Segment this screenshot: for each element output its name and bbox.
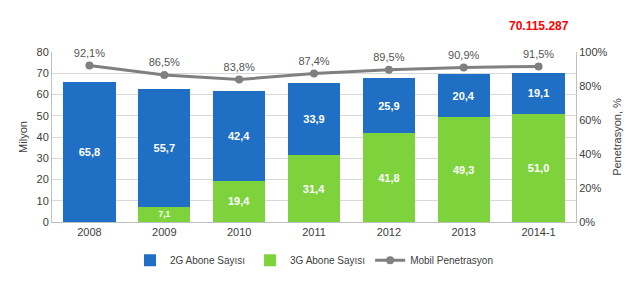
svg-text:87,4%: 87,4% xyxy=(298,55,329,67)
svg-text:Mobil Penetrasyon: Mobil Penetrasyon xyxy=(410,255,493,266)
svg-text:2009: 2009 xyxy=(152,226,176,238)
svg-text:2012: 2012 xyxy=(377,226,401,238)
svg-text:86,5%: 86,5% xyxy=(149,56,180,68)
svg-text:70: 70 xyxy=(37,67,49,79)
svg-text:30: 30 xyxy=(37,152,49,164)
svg-text:20: 20 xyxy=(37,173,49,185)
svg-text:92,1%: 92,1% xyxy=(74,47,105,59)
svg-text:60: 60 xyxy=(37,88,49,100)
svg-text:2G Abone Sayısı: 2G Abone Sayısı xyxy=(170,255,245,266)
svg-text:20%: 20% xyxy=(579,182,601,194)
svg-text:51,0: 51,0 xyxy=(528,162,549,174)
svg-text:80%: 80% xyxy=(579,80,601,92)
svg-text:7,1: 7,1 xyxy=(159,209,171,219)
svg-text:31,4: 31,4 xyxy=(303,183,325,195)
svg-text:10: 10 xyxy=(37,195,49,207)
svg-text:60%: 60% xyxy=(579,114,601,126)
svg-text:90,9%: 90,9% xyxy=(448,49,479,61)
svg-text:0: 0 xyxy=(43,216,49,228)
svg-text:83,8%: 83,8% xyxy=(224,61,255,73)
svg-text:70.115.287: 70.115.287 xyxy=(509,19,569,33)
svg-text:25,9: 25,9 xyxy=(378,100,399,112)
svg-text:40: 40 xyxy=(37,131,49,143)
svg-text:40%: 40% xyxy=(579,148,601,160)
svg-text:20,4: 20,4 xyxy=(453,90,475,102)
svg-text:91,5%: 91,5% xyxy=(523,48,554,60)
svg-text:Penetrasyon, %: Penetrasyon, % xyxy=(611,98,623,176)
svg-text:19,1: 19,1 xyxy=(528,87,549,99)
svg-text:2013: 2013 xyxy=(451,226,475,238)
svg-text:2010: 2010 xyxy=(227,226,251,238)
svg-text:89,5%: 89,5% xyxy=(373,51,404,63)
svg-text:2008: 2008 xyxy=(77,226,101,238)
svg-text:65,8: 65,8 xyxy=(79,146,100,158)
svg-text:55,7: 55,7 xyxy=(154,142,175,154)
svg-text:33,9: 33,9 xyxy=(303,113,324,125)
svg-text:80: 80 xyxy=(37,46,49,58)
svg-text:2011: 2011 xyxy=(302,226,326,238)
svg-text:2014-1: 2014-1 xyxy=(521,226,555,238)
svg-text:0%: 0% xyxy=(579,216,595,228)
svg-text:50: 50 xyxy=(37,110,49,122)
svg-text:41,8: 41,8 xyxy=(378,172,399,184)
svg-text:3G Abone Sayısı: 3G Abone Sayısı xyxy=(290,255,365,266)
svg-text:Milyon: Milyon xyxy=(17,121,29,153)
svg-text:42,4: 42,4 xyxy=(228,130,250,142)
svg-text:19,4: 19,4 xyxy=(228,195,250,207)
svg-text:49,3: 49,3 xyxy=(453,164,474,176)
svg-text:100%: 100% xyxy=(579,46,607,58)
